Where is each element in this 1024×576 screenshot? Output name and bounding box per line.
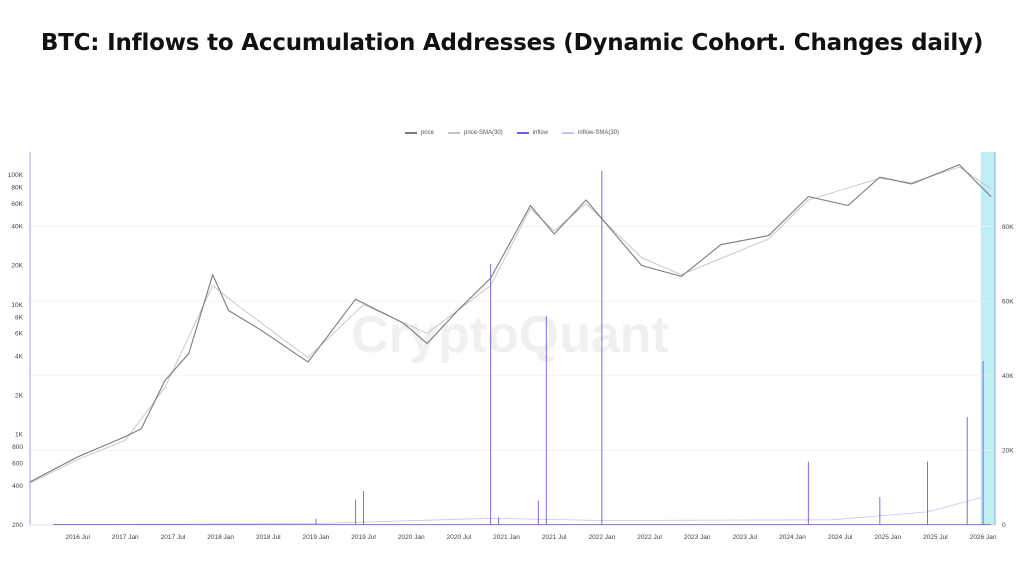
x-tick-label: 2017 Jul (161, 534, 186, 541)
highlight-band (980, 152, 995, 525)
series-line-price-sma-30 (29, 166, 992, 484)
x-tick-label: 2026 Jan (970, 534, 997, 541)
y-right-tick-label: 60K (1002, 298, 1014, 305)
y-right-tick-label: 20K (1002, 448, 1014, 455)
x-tick-label: 2019 Jul (351, 534, 376, 541)
x-tick-label: 2025 Jul (923, 534, 948, 541)
chart-legend: price price-SMA(30) inflow inflow-SMA(30… (0, 130, 1024, 136)
y-right-tick-label: 80K (1002, 224, 1014, 231)
y-left-tick-label: 1K (15, 432, 24, 439)
x-tick-label: 2023 Jul (733, 534, 758, 541)
x-tick-label: 2018 Jan (207, 534, 234, 541)
legend-swatch-price-sma (447, 132, 460, 134)
legend-label-price-sma: price-SMA(30) (463, 130, 503, 136)
y-right-tick-label: 0 (1002, 522, 1006, 529)
x-tick-label: 2018 Jul (256, 534, 281, 541)
legend-swatch-price (404, 132, 417, 134)
series-line-price (29, 164, 992, 483)
legend-item-price-sma[interactable]: price-SMA(30) (447, 130, 503, 136)
legend-swatch-inflow-sma (562, 132, 575, 134)
legend-item-price[interactable]: price (404, 130, 434, 136)
y-left-tick-label: 60K (11, 201, 23, 208)
y-left-tick-label: 400 (12, 483, 23, 490)
x-tick-label: 2016 Jul (65, 534, 90, 541)
y-left-tick-label: 4K (15, 353, 24, 360)
legend-label-inflow: inflow (532, 130, 549, 136)
y-left-tick-label: 80K (11, 185, 23, 192)
x-tick-label: 2024 Jul (828, 534, 853, 541)
axis-labels: 200 400 600 800 1K 2K 4K 6K 8K 10K 20K 40K 60K 80K 100… (8, 172, 1014, 541)
y-left-tick-label: 600 (12, 460, 23, 467)
x-tick-label: 2020 Jul (447, 534, 472, 541)
x-tick-label: 2021 Jul (542, 534, 567, 541)
legend-label-price: price (420, 130, 434, 136)
y-left-tick-label: 10K (11, 302, 23, 309)
x-tick-label: 2025 Jan (874, 534, 901, 541)
gridlines (30, 226, 995, 451)
y-left-tick-label: 200 (12, 522, 23, 529)
y-left-tick-label: 20K (11, 263, 23, 270)
legend-item-inflow[interactable]: inflow (516, 130, 549, 136)
y-left-tick-label: 8K (15, 314, 24, 321)
x-tick-label: 2019 Jan (303, 534, 330, 541)
y-left-tick-label: 40K (11, 224, 23, 231)
x-tick-label: 2022 Jan (588, 534, 615, 541)
watermark: CryptoQuant (351, 306, 669, 364)
x-tick-label: 2023 Jan (684, 534, 711, 541)
y-left-tick-label: 800 (12, 444, 23, 451)
y-left-tick-label: 2K (15, 392, 24, 399)
x-tick-label: 2024 Jan (779, 534, 806, 541)
page-title: BTC: Inflows to Accumulation Addresses (… (40, 30, 984, 56)
series-layer (29, 164, 992, 525)
y-left-tick-label: 6K (15, 331, 24, 338)
legend-label-inflow-sma: inflow-SMA(30) (578, 130, 620, 136)
y-left-tick-label: 100K (8, 172, 24, 179)
y-right-tick-label: 40K (1002, 373, 1014, 380)
x-tick-label: 2021 Jan (493, 534, 520, 541)
series-line-inflow-sma-30 (53, 496, 984, 525)
x-tick-label: 2020 Jan (398, 534, 425, 541)
legend-swatch-inflow (516, 132, 529, 134)
x-tick-label: 2017 Jan (112, 534, 139, 541)
legend-item-inflow-sma[interactable]: inflow-SMA(30) (562, 130, 619, 136)
x-tick-label: 2022 Jul (637, 534, 662, 541)
